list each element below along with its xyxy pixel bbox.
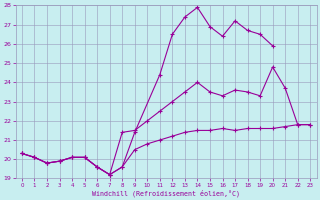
X-axis label: Windchill (Refroidissement éolien,°C): Windchill (Refroidissement éolien,°C) xyxy=(92,189,240,197)
